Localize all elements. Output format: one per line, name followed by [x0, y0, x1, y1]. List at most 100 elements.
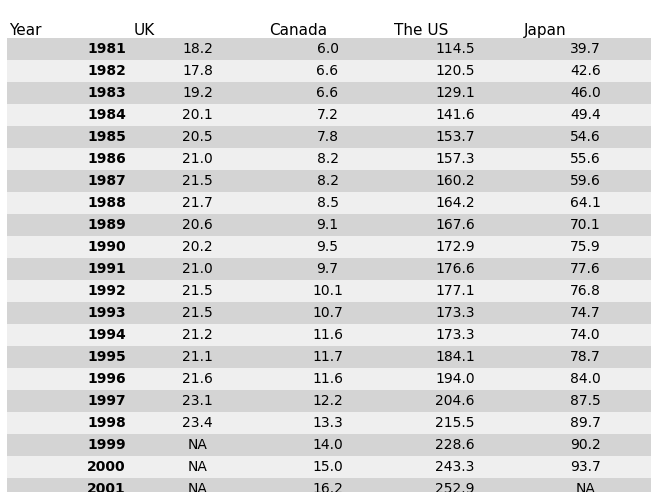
- Text: 10.7: 10.7: [312, 306, 343, 320]
- Text: 20.5: 20.5: [182, 130, 213, 144]
- Text: 20.1: 20.1: [182, 108, 213, 122]
- Text: 87.5: 87.5: [570, 394, 601, 408]
- Text: 1982: 1982: [87, 64, 126, 78]
- Text: 21.0: 21.0: [182, 152, 213, 166]
- Text: 76.8: 76.8: [570, 284, 601, 298]
- Text: 74.7: 74.7: [570, 306, 601, 320]
- Text: 1992: 1992: [87, 284, 126, 298]
- Bar: [7, 104, 651, 126]
- Text: 16.2: 16.2: [312, 482, 343, 492]
- Text: 228.6: 228.6: [435, 438, 475, 452]
- Bar: [7, 412, 651, 434]
- Text: 21.2: 21.2: [182, 328, 213, 342]
- Text: 64.1: 64.1: [570, 196, 601, 210]
- Text: 75.9: 75.9: [570, 240, 601, 254]
- Text: 10.1: 10.1: [312, 284, 343, 298]
- Text: 12.2: 12.2: [312, 394, 343, 408]
- Bar: [7, 192, 651, 214]
- Text: 164.2: 164.2: [435, 196, 475, 210]
- Text: 21.1: 21.1: [182, 350, 213, 364]
- Text: 21.5: 21.5: [182, 284, 213, 298]
- Text: 11.6: 11.6: [312, 372, 343, 386]
- Text: 21.6: 21.6: [182, 372, 213, 386]
- Bar: [7, 390, 651, 412]
- Bar: [7, 214, 651, 236]
- Text: NA: NA: [187, 482, 208, 492]
- Bar: [7, 324, 651, 346]
- Text: 1998: 1998: [87, 416, 126, 430]
- Text: 74.0: 74.0: [570, 328, 601, 342]
- Text: 70.1: 70.1: [570, 218, 601, 232]
- Text: 173.3: 173.3: [436, 306, 475, 320]
- Text: 1987: 1987: [87, 174, 126, 188]
- Text: 93.7: 93.7: [570, 460, 601, 474]
- Text: 18.2: 18.2: [182, 42, 213, 56]
- Text: The US: The US: [394, 23, 449, 38]
- Bar: [7, 280, 651, 302]
- Bar: [7, 368, 651, 390]
- Text: 194.0: 194.0: [435, 372, 475, 386]
- Text: 243.3: 243.3: [436, 460, 475, 474]
- Text: 6.6: 6.6: [316, 86, 339, 100]
- Text: Japan: Japan: [524, 23, 566, 38]
- Bar: [7, 302, 651, 324]
- Text: 1985: 1985: [87, 130, 126, 144]
- Text: 1991: 1991: [87, 262, 126, 276]
- Text: 177.1: 177.1: [435, 284, 475, 298]
- Text: 173.3: 173.3: [436, 328, 475, 342]
- Text: 1989: 1989: [87, 218, 126, 232]
- Bar: [7, 148, 651, 170]
- Text: 1984: 1984: [87, 108, 126, 122]
- Text: 129.1: 129.1: [435, 86, 475, 100]
- Text: 39.7: 39.7: [570, 42, 601, 56]
- Bar: [7, 456, 651, 478]
- Text: 9.1: 9.1: [316, 218, 339, 232]
- Text: 2000: 2000: [87, 460, 126, 474]
- Text: 46.0: 46.0: [570, 86, 601, 100]
- Bar: [7, 258, 651, 280]
- Bar: [7, 126, 651, 148]
- Text: 14.0: 14.0: [312, 438, 343, 452]
- Text: 42.6: 42.6: [570, 64, 601, 78]
- Text: 15.0: 15.0: [312, 460, 343, 474]
- Text: 21.0: 21.0: [182, 262, 213, 276]
- Text: 77.6: 77.6: [570, 262, 601, 276]
- Bar: [7, 170, 651, 192]
- Text: 23.4: 23.4: [182, 416, 213, 430]
- Text: 120.5: 120.5: [436, 64, 475, 78]
- Bar: [7, 478, 651, 492]
- Text: 7.2: 7.2: [316, 108, 339, 122]
- Text: 11.6: 11.6: [312, 328, 343, 342]
- Text: 21.5: 21.5: [182, 306, 213, 320]
- Text: 1986: 1986: [87, 152, 126, 166]
- Text: 21.5: 21.5: [182, 174, 213, 188]
- Text: 204.6: 204.6: [436, 394, 475, 408]
- Text: 59.6: 59.6: [570, 174, 601, 188]
- Text: 1994: 1994: [87, 328, 126, 342]
- Text: 19.2: 19.2: [182, 86, 213, 100]
- Text: 1993: 1993: [87, 306, 126, 320]
- Text: 20.6: 20.6: [182, 218, 213, 232]
- Text: 1988: 1988: [87, 196, 126, 210]
- Text: 1996: 1996: [87, 372, 126, 386]
- Text: 17.8: 17.8: [182, 64, 213, 78]
- Text: 160.2: 160.2: [435, 174, 475, 188]
- Text: 21.7: 21.7: [182, 196, 213, 210]
- Text: 1990: 1990: [87, 240, 126, 254]
- Bar: [7, 38, 651, 60]
- Text: Canada: Canada: [269, 23, 327, 38]
- Text: 8.2: 8.2: [316, 174, 339, 188]
- Text: 2001: 2001: [87, 482, 126, 492]
- Text: 6.6: 6.6: [316, 64, 339, 78]
- Text: 9.7: 9.7: [316, 262, 339, 276]
- Bar: [7, 60, 651, 82]
- Text: 20.2: 20.2: [182, 240, 213, 254]
- Text: 9.5: 9.5: [316, 240, 339, 254]
- Text: Year: Year: [9, 23, 42, 38]
- Text: 157.3: 157.3: [436, 152, 475, 166]
- Text: 54.6: 54.6: [570, 130, 601, 144]
- Text: 141.6: 141.6: [435, 108, 475, 122]
- Text: 184.1: 184.1: [435, 350, 475, 364]
- Text: 55.6: 55.6: [570, 152, 601, 166]
- Text: 13.3: 13.3: [312, 416, 343, 430]
